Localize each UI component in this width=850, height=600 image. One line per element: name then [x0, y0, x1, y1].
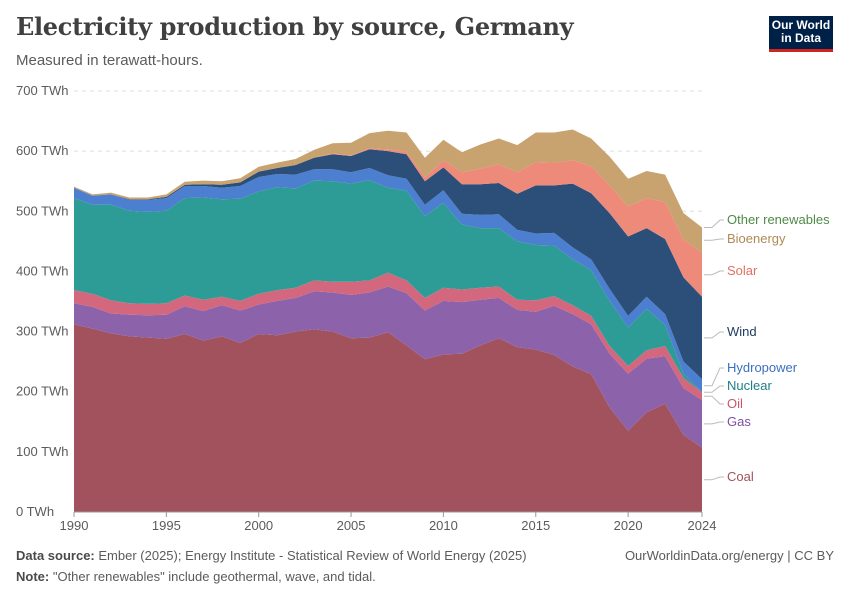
area-wind: [74, 149, 702, 380]
x-tick-label: 2010: [429, 518, 458, 533]
x-tick-label: 1990: [60, 518, 89, 533]
legend-leader-line: [704, 421, 724, 425]
data-source-text: Ember (2025); Energy Institute - Statist…: [98, 548, 527, 563]
legend-leader-line: [704, 385, 724, 393]
area-nuclear: [74, 180, 702, 393]
data-source-label: Data source:: [16, 548, 95, 563]
logo-line-2: in Data: [780, 31, 821, 45]
y-tick-label: 0 TWh: [16, 504, 54, 519]
owid-logo[interactable]: Our World in Data: [769, 16, 833, 52]
x-tick-label: 2000: [244, 518, 273, 533]
legend-label-wind: Wind: [727, 324, 757, 339]
area-solar: [74, 148, 702, 297]
area-coal: [74, 324, 702, 512]
legend-label-coal: Coal: [727, 469, 754, 484]
chart-note: Note: "Other renewables" include geother…: [16, 569, 376, 584]
legend-leader-line: [704, 367, 724, 387]
legend-leader-line: [704, 238, 724, 241]
y-tick-label: 600 TWh: [16, 143, 69, 158]
legend-leader-line: [704, 270, 724, 276]
chart-title: Electricity production by source, German…: [16, 12, 574, 41]
x-tick-label: 2005: [337, 518, 366, 533]
logo-line-1: Our World: [771, 18, 831, 32]
data-source: Data source: Ember (2025); Energy Instit…: [16, 548, 527, 563]
y-tick-label: 100 TWh: [16, 444, 69, 459]
area-gas: [74, 286, 702, 448]
legend-leader-line: [704, 395, 724, 405]
x-tick-label: 2015: [521, 518, 550, 533]
area-bioenergy: [74, 129, 702, 253]
note-text: "Other renewables" include geothermal, w…: [52, 569, 376, 584]
legend-label-solar: Solar: [727, 263, 758, 278]
legend-leader-line: [704, 219, 724, 228]
note-label: Note:: [16, 569, 50, 584]
y-tick-label: 300 TWh: [16, 324, 69, 339]
y-tick-label: 200 TWh: [16, 384, 69, 399]
credit-link[interactable]: OurWorldinData.org/energy | CC BY: [624, 548, 834, 563]
legend-label-oil: Oil: [727, 396, 743, 411]
y-tick-label: 500 TWh: [16, 203, 69, 218]
legend-label-nuclear: Nuclear: [727, 378, 772, 393]
x-tick-label: 1995: [152, 518, 181, 533]
area-oil: [74, 272, 702, 401]
y-tick-label: 700 TWh: [16, 83, 69, 98]
legend-label-other-renewables: Other renewables: [727, 212, 830, 227]
legend-label-hydropower: Hydropower: [727, 360, 798, 375]
y-tick-label: 400 TWh: [16, 263, 69, 278]
legend-leader-line: [704, 476, 724, 481]
legend-label-gas: Gas: [727, 414, 751, 429]
legend-leader-line: [704, 331, 724, 339]
legend-label-bioenergy: Bioenergy: [727, 231, 786, 246]
x-tick-label: 2024: [688, 518, 717, 533]
chart-subtitle: Measured in terawatt-hours.: [16, 52, 203, 69]
x-tick-label: 2020: [614, 518, 643, 533]
